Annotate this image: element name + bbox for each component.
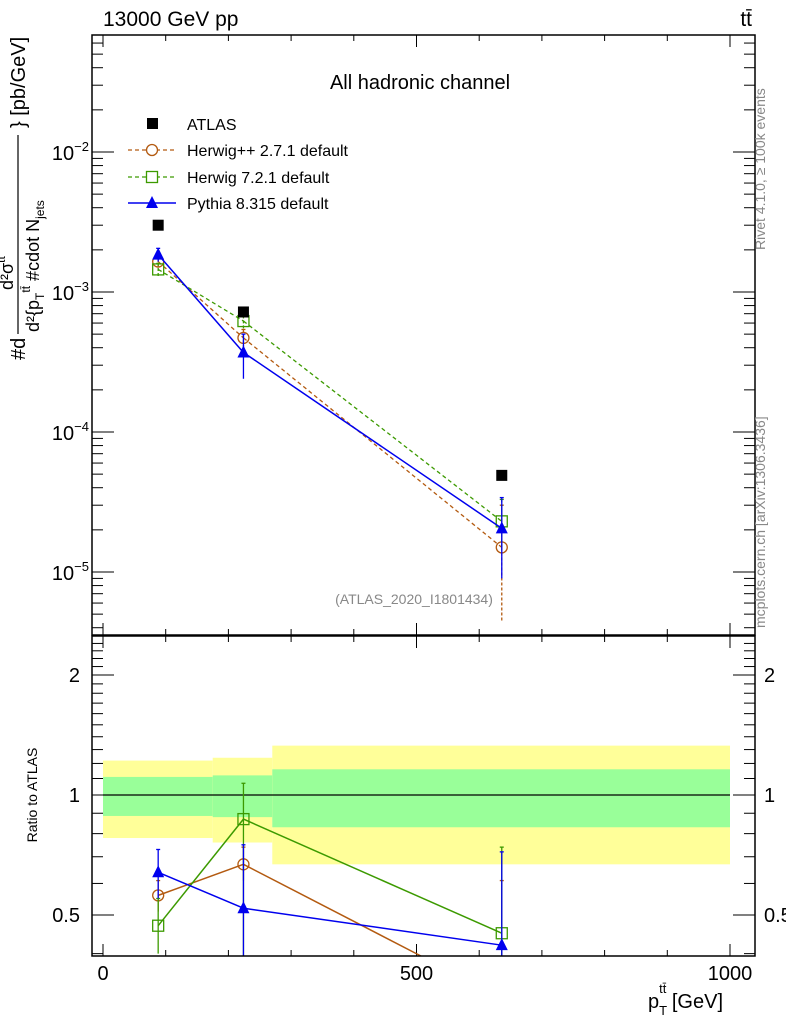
series-line-herwigpp bbox=[157, 261, 244, 339]
xlabel-rest: [GeV] bbox=[672, 991, 723, 1013]
data-point-pythia bbox=[152, 247, 165, 260]
data-point-herwig7 bbox=[152, 263, 165, 276]
legend-atlas-marker bbox=[147, 118, 158, 129]
ratio-bands bbox=[103, 745, 730, 865]
series-atlas bbox=[152, 219, 508, 481]
chart-title: All hadronic channel bbox=[330, 72, 510, 94]
header-left: 13000 GeV pp bbox=[103, 8, 238, 31]
header-right: tt̄ bbox=[740, 8, 752, 31]
data-point-herwig7 bbox=[237, 812, 250, 826]
ratio-y-tick-label-right: 0.5 bbox=[764, 905, 786, 927]
legend-pythia-marker bbox=[146, 196, 158, 208]
x-tick-label: 0 bbox=[97, 963, 108, 985]
legend: ATLAS Herwig++ 2.7.1 default Herwig 7.2.… bbox=[128, 117, 349, 213]
legend-herwigpp-label: Herwig++ 2.7.1 default bbox=[187, 143, 349, 160]
ratio-frame bbox=[91, 635, 756, 957]
xlabel-sup: tt̄ bbox=[659, 981, 667, 996]
series-line-herwigpp bbox=[157, 863, 244, 897]
series-pythia bbox=[152, 247, 508, 579]
rivet-version-text: Rivet 4.1.0, ≥ 100k events bbox=[752, 88, 768, 250]
series-line-herwig7 bbox=[243, 818, 503, 934]
series-line-pythia bbox=[157, 871, 244, 909]
analysis-annotation: (ATLAS_2020_I1801434) bbox=[335, 591, 493, 607]
y-tick-label: 10−2 bbox=[52, 139, 89, 165]
x-axis-label: pTtt̄ [GeV] bbox=[648, 981, 723, 1018]
data-point-atlas bbox=[237, 306, 249, 318]
series-herwigpp bbox=[152, 255, 508, 621]
legend-herwig7-marker bbox=[145, 170, 159, 184]
data-point-pythia bbox=[495, 938, 508, 951]
legend-herwig7-label: Herwig 7.2.1 default bbox=[187, 170, 330, 187]
ratio-panel: 0 500 1000 0.5 0.5 1 1 2 2 bbox=[52, 635, 786, 985]
legend-atlas-label: ATLAS bbox=[187, 117, 237, 134]
svg-text:#d: #d bbox=[8, 338, 30, 360]
series-line-herwig7 bbox=[243, 320, 503, 522]
mcplots-credit-text: mcplots.cern.ch [arXiv:1306.3436] bbox=[752, 416, 768, 628]
xlabel-sub: T bbox=[659, 1003, 667, 1018]
y-tick-label: 10−4 bbox=[52, 419, 89, 445]
series-line-herwigpp bbox=[243, 337, 503, 548]
legend-herwigpp-marker bbox=[145, 143, 159, 157]
data-point-pythia bbox=[237, 901, 250, 914]
series-line-pythia bbox=[157, 254, 245, 353]
y-axis-label-ratio: Ratio to ATLAS bbox=[24, 748, 40, 843]
series-pythia bbox=[152, 844, 508, 956]
ylabel-numerator: d²σ bbox=[0, 263, 17, 290]
y-tick-label: 10−3 bbox=[52, 279, 89, 305]
xlabel-p: p bbox=[648, 991, 659, 1013]
uncertainty-band-inner bbox=[103, 776, 213, 816]
x-tick-label: 1000 bbox=[708, 963, 753, 985]
ratio-y-tick-label-right: 2 bbox=[764, 665, 775, 687]
ylabel-den-sup: tt̄ bbox=[19, 285, 33, 292]
data-point-atlas bbox=[152, 219, 164, 231]
uncertainty-band-inner bbox=[272, 769, 730, 828]
y-tick-label: 10−5 bbox=[52, 559, 89, 585]
data-point-pythia bbox=[237, 345, 250, 358]
ratio-y-tick-label-right: 1 bbox=[764, 785, 775, 807]
series-line-pythia bbox=[243, 351, 503, 529]
series-line-pythia bbox=[243, 907, 502, 946]
y-axis-label-main: #d d²σtt d²{pTtt̄ #cdot Njets } [pb/GeV] bbox=[0, 37, 47, 360]
svg-text:d²{pTtt̄ #cdot Njets: d²{pTtt̄ #cdot Njets bbox=[19, 200, 47, 332]
ratio-y-tick-label-left: 1 bbox=[69, 785, 80, 807]
data-point-pythia bbox=[495, 521, 508, 534]
ylabel-den-sub2: jets bbox=[33, 200, 47, 220]
ylabel-num-sup: tt bbox=[0, 256, 8, 263]
legend-pythia-label: Pythia 8.315 default bbox=[187, 196, 329, 213]
data-point-atlas bbox=[496, 469, 508, 481]
series-herwig7 bbox=[152, 262, 508, 548]
ylabel-prefix: #d bbox=[8, 338, 30, 360]
ratio-y-tick-label-left: 2 bbox=[69, 665, 80, 687]
ylabel-den-rest: #cdot N bbox=[23, 219, 43, 281]
ylabel-denominator: d²{p bbox=[23, 300, 43, 332]
x-tick-label: 500 bbox=[400, 963, 433, 985]
data-point-pythia bbox=[152, 865, 165, 878]
svg-text:d²σtt: d²σtt bbox=[0, 256, 17, 290]
main-frame bbox=[91, 34, 756, 636]
series-line-herwigpp bbox=[243, 863, 422, 957]
ylabel-units: } [pb/GeV] bbox=[8, 37, 30, 128]
data-point-herwig7 bbox=[152, 919, 165, 932]
ylabel-den-sub: T bbox=[33, 292, 47, 300]
series-line-herwig7 bbox=[157, 818, 245, 927]
main-panel: 10−2 10−3 10−4 10−5 bbox=[52, 34, 756, 956]
uncertainty-band-inner bbox=[212, 775, 273, 818]
series-line-herwig7 bbox=[157, 268, 244, 322]
ratio-y-tick-label-left: 0.5 bbox=[52, 905, 80, 927]
